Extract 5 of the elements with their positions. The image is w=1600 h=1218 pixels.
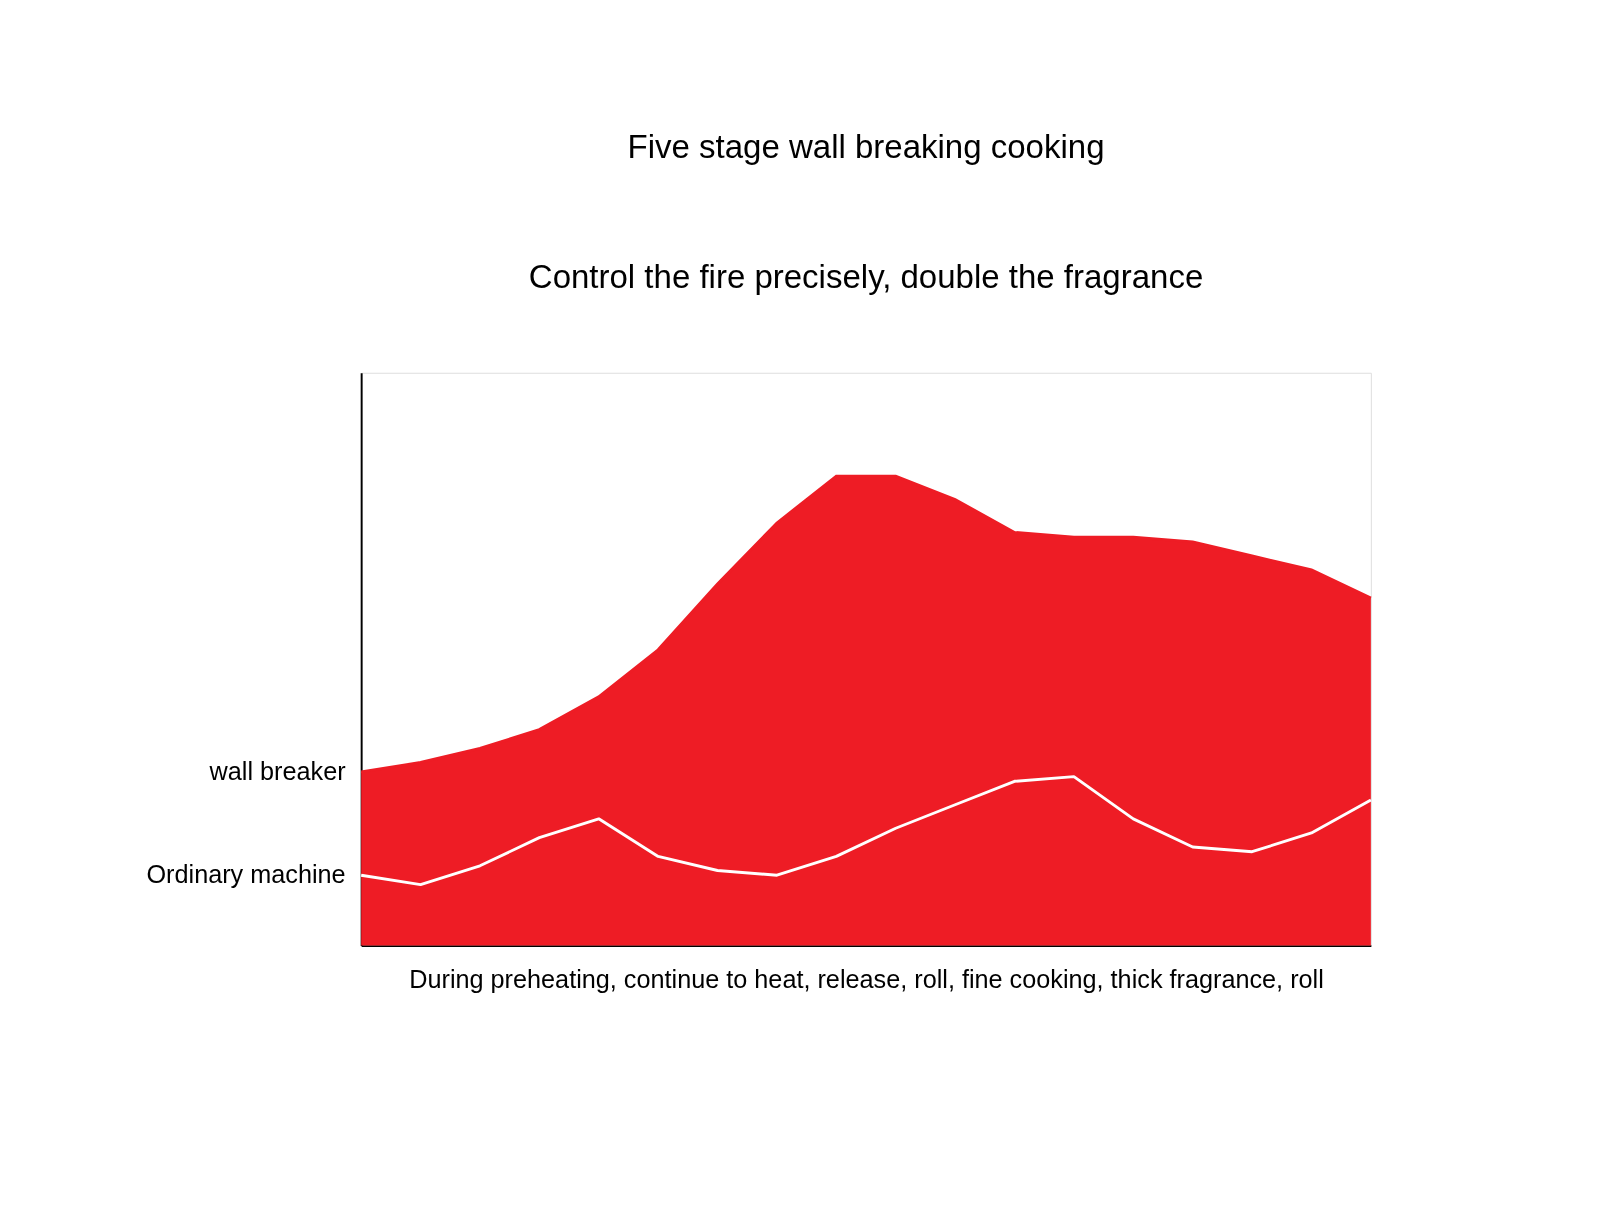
series-label: wall breaker [208,756,346,785]
x-axis-title: During preheating, continue to heat, release, roll, fine cooking, thick fragrance, roll [409,964,1324,993]
chart-title: Five stage wall breaking cooking [627,128,1105,166]
series-label: Ordinary machine [146,859,346,888]
chart-subtitle: Control the fire precisely, double the fragrance [528,258,1204,296]
